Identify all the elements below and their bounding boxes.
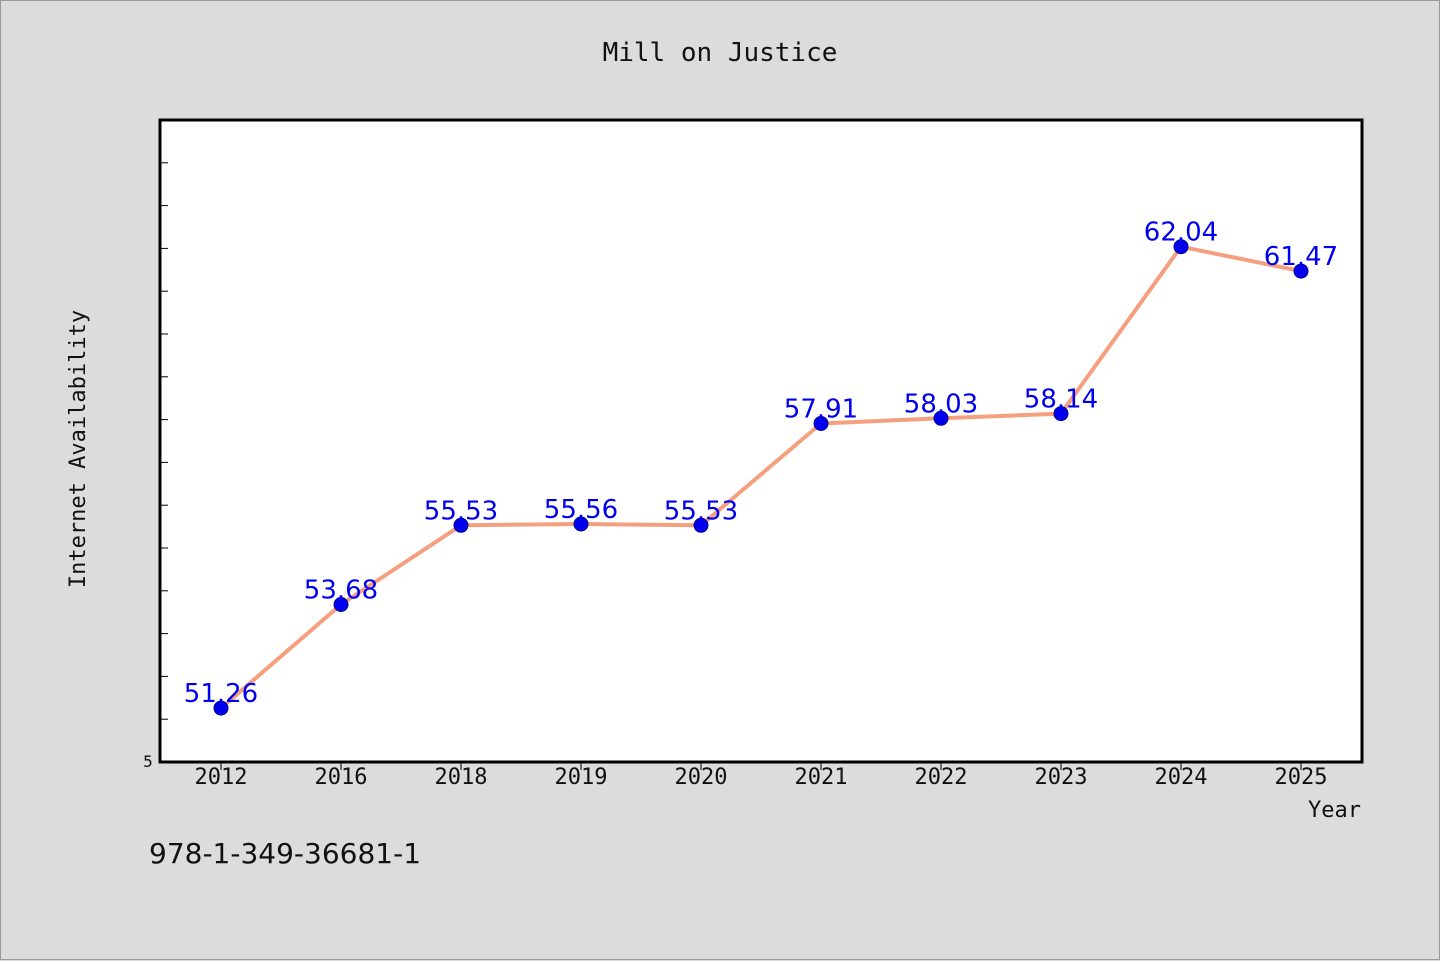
x-tick-label: 2024 — [1155, 765, 1208, 790]
data-point — [453, 517, 469, 533]
y-tick-label: 5 — [143, 752, 153, 771]
data-labels: 51.26 53.68 55.53 55.56 55.53 57.91 58.03 58.14… — [184, 218, 1338, 709]
data-point — [1173, 239, 1189, 255]
data-label: 53.68 — [304, 576, 378, 606]
data-point — [1053, 406, 1069, 422]
data-point — [213, 700, 229, 716]
data-label: 51.26 — [184, 679, 258, 709]
plot-area — [158, 118, 1364, 764]
data-label: 55.53 — [664, 496, 738, 526]
x-tick-label: 2018 — [435, 765, 488, 790]
data-label: 55.53 — [424, 496, 498, 526]
data-point — [333, 597, 349, 612]
x-tick-label: 2020 — [675, 765, 728, 790]
data-label: 57.91 — [784, 395, 858, 425]
series-layer — [213, 239, 1309, 716]
x-tick-label: 2019 — [555, 765, 608, 790]
x-tick-label: 2021 — [795, 765, 848, 790]
data-label: 58.14 — [1024, 385, 1098, 415]
x-tick-label: 2023 — [1035, 765, 1088, 790]
y-axis-ticks — [160, 162, 168, 720]
data-label: 55.56 — [544, 495, 618, 525]
x-tick-label: 2025 — [1275, 765, 1328, 790]
data-point — [813, 416, 829, 431]
data-label: 62.04 — [1144, 218, 1218, 248]
data-label: 58.03 — [904, 389, 978, 419]
chart-title: Mill on Justice — [603, 38, 838, 68]
data-point — [573, 516, 589, 532]
data-point — [933, 410, 949, 426]
data-label: 61.47 — [1264, 242, 1338, 272]
y-axis-label: Internet Availability — [66, 310, 91, 588]
x-tick-labels: 2012 2016 2018 2019 2020 2021 2022 2023 2024 2025 — [195, 765, 1328, 790]
isbn-footer: 978-1-349-36681-1 — [149, 837, 421, 870]
x-tick-label: 2012 — [195, 765, 248, 790]
data-point — [1293, 263, 1309, 279]
x-axis-label: Year — [1308, 798, 1361, 823]
x-tick-label: 2022 — [915, 765, 968, 790]
series-line — [219, 244, 1302, 710]
x-tick-label: 2016 — [315, 765, 368, 790]
x-axis-ticks — [220, 762, 1302, 770]
data-point — [693, 517, 709, 533]
